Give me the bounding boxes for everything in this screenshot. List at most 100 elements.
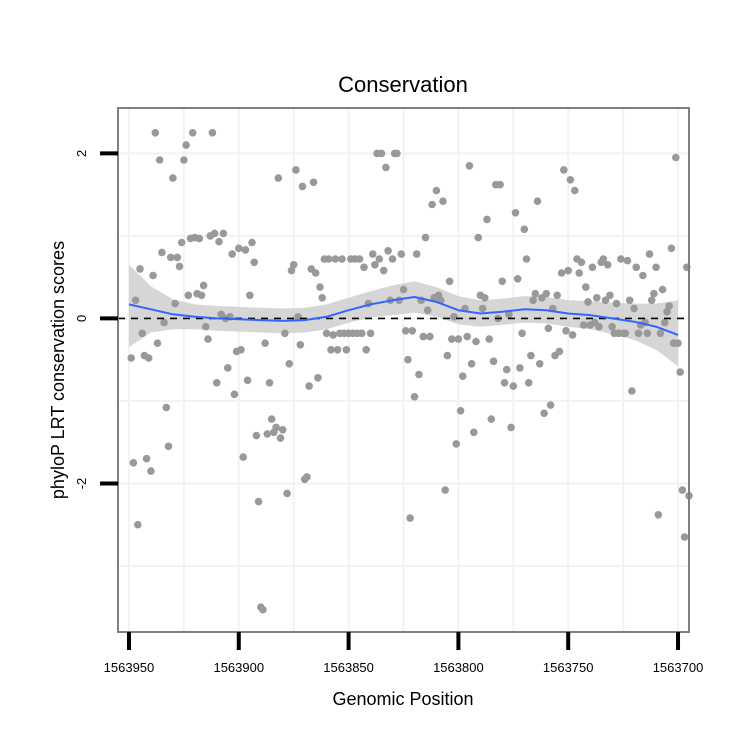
data-point [177,238,186,247]
data-point [338,255,346,263]
y-tick-label: 2 [74,150,89,157]
data-point [215,237,223,246]
data-point [388,255,397,263]
data-point [171,299,179,308]
x-axis: 1563950 1563900 1563850 1563800 1563750 15637… [104,632,703,675]
data-point [263,430,272,438]
data-point [281,329,289,338]
data-point [454,335,463,343]
data-point [432,186,441,195]
data-point [173,253,182,262]
data-point [237,346,245,354]
y-axis-title: phyloP LRT conservation scores [48,241,68,499]
data-point [520,225,529,234]
data-point [478,304,487,313]
data-point [575,269,583,277]
data-point [399,285,408,294]
data-point [303,473,311,481]
data-point [568,331,577,339]
data-point [248,238,256,247]
data-point [287,266,296,275]
data-point [309,178,318,187]
data-point [162,403,171,412]
data-point [502,365,511,374]
data-point [362,346,371,354]
data-point [261,339,269,348]
data-point [377,149,386,158]
data-point [505,310,513,319]
data-point [656,329,665,338]
data-point [144,354,153,362]
data-point [535,360,544,368]
data-point [421,233,430,242]
data-point [500,379,509,387]
data-point [676,368,684,376]
data-point [542,289,551,298]
y-tick-label: 0 [74,315,89,322]
data-point [606,291,614,300]
data-point [325,255,333,263]
data-point [483,215,491,224]
data-point [404,355,412,364]
data-point [134,520,142,529]
data-point [371,261,379,269]
data-point [311,269,320,277]
data-point [379,266,388,275]
data-point [599,255,608,263]
data-point [401,327,410,335]
smooth-line-group [128,296,679,336]
data-point [639,271,647,280]
data-point [630,304,638,313]
data-point [582,283,590,291]
data-point [246,291,254,300]
data-point [127,354,135,362]
data-point [423,306,432,315]
data-point [456,407,465,415]
data-point [228,250,236,258]
data-point [608,322,616,331]
y-tick-label: -2 [74,478,89,490]
data-point [564,266,572,275]
x-tick-label: 1563750 [543,660,594,675]
data-point [298,182,307,191]
data-point [188,129,197,137]
confidence-ribbon [129,264,678,367]
data-point [533,197,542,205]
data-point [498,277,507,286]
data-point [546,401,555,409]
data-point [485,335,494,343]
data-point [628,387,636,395]
data-point [327,346,335,354]
data-point [513,275,522,283]
data-point [560,166,568,174]
data-point [129,459,138,467]
data-point [410,393,419,401]
data-point [208,129,217,137]
data-point [511,209,520,217]
data-point [254,497,263,506]
confidence-ribbon-group [129,264,678,367]
data-point [358,329,366,338]
data-point [224,364,232,372]
data-point [184,291,193,300]
data-point [412,250,421,258]
data-point [360,263,368,272]
data-point [496,180,504,189]
data-point [654,511,663,519]
data-point [522,255,531,263]
data-point [259,605,267,614]
data-point [450,313,458,321]
data-point [393,149,401,158]
data-point [588,263,597,272]
data-point [384,247,392,255]
x-tick-label: 1563800 [433,660,484,675]
data-point [529,296,537,305]
data-point [516,364,524,372]
data-point [621,329,630,338]
data-point [527,351,535,360]
data-point [601,296,610,305]
data-point [428,200,436,209]
data-point [665,302,673,310]
data-point [210,229,219,238]
